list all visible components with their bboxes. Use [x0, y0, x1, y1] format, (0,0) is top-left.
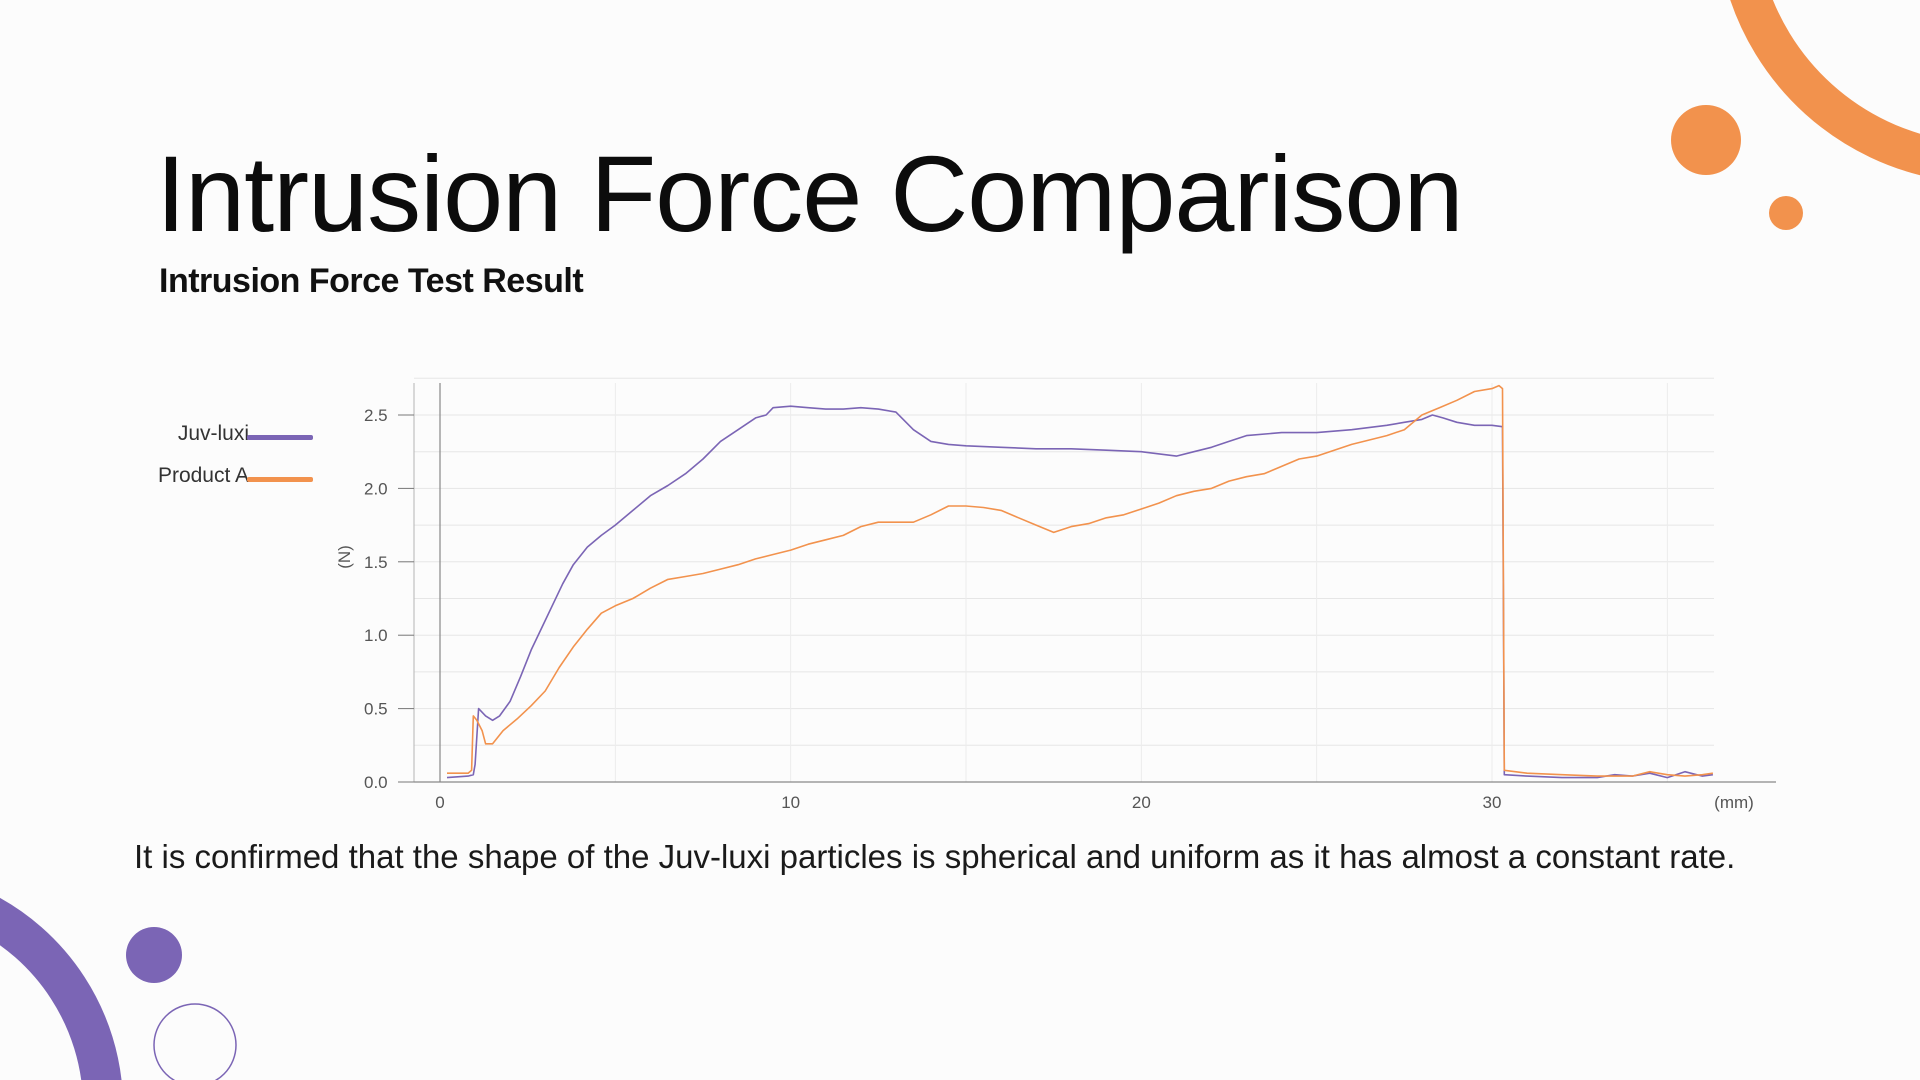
orange-small-dot [1769, 196, 1803, 230]
series-line-juv-luxi [446, 405, 1714, 779]
y-tick-label: 0.5 [364, 700, 388, 719]
chart-legend: Juv-luxi Product A [110, 418, 320, 502]
chart-caption: It is confirmed that the shape of the Ju… [134, 838, 1736, 875]
x-tick-label: 20 [1132, 793, 1151, 812]
purple-arc-shape [0, 898, 122, 1080]
x-tick-label: 0 [435, 793, 444, 812]
y-axis-label: (N) [335, 545, 354, 569]
page-subtitle: Intrusion Force Test Result [159, 262, 584, 300]
legend-label: Juv-luxi [177, 422, 249, 445]
x-tick-label: 30 [1483, 793, 1502, 812]
legend-label: Product A [157, 464, 249, 487]
orange-arc-shape [1730, 0, 1920, 176]
series-line-product-a [447, 384, 1714, 777]
orange-large-dot [1671, 105, 1741, 175]
y-tick-label: 1.0 [364, 626, 388, 645]
x-axis-label: (mm) [1714, 793, 1754, 812]
purple-outline-circle [153, 1003, 237, 1080]
legend-swatch-purple [247, 435, 313, 440]
y-tick-label: 1.5 [364, 553, 388, 572]
x-tick-label: 10 [781, 793, 800, 812]
y-tick-label: 2.0 [364, 479, 388, 498]
y-tick-label: 0.0 [364, 773, 388, 792]
y-tick-label: 2.5 [364, 406, 388, 425]
legend-item-product-a: Product A [110, 460, 320, 502]
legend-item-juv-luxi: Juv-luxi [110, 418, 320, 460]
purple-filled-dot [126, 927, 182, 983]
page-title: Intrusion Force Comparison [156, 133, 1464, 254]
legend-swatch-orange [247, 477, 313, 482]
